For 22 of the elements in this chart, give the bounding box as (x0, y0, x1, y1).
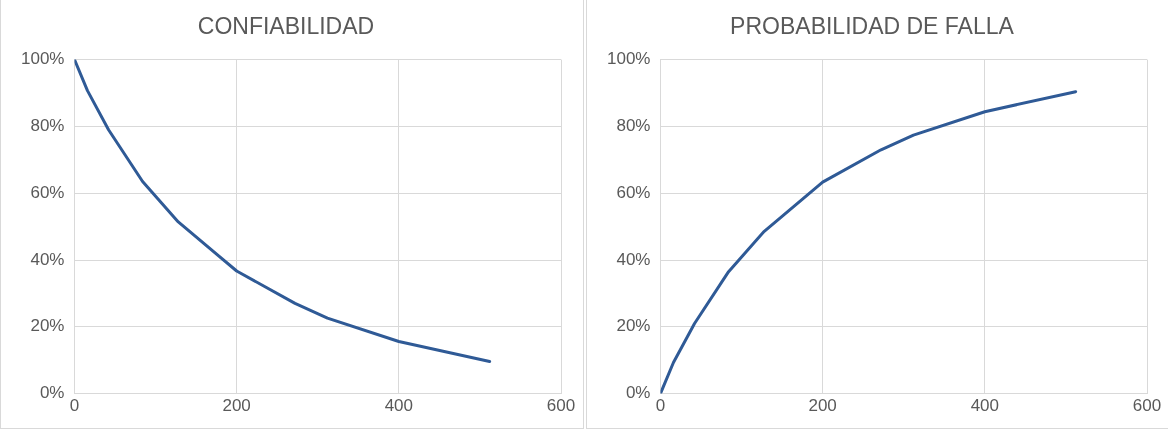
y-tick-label: 20% (616, 316, 651, 336)
x-tick-label: 600 (546, 396, 576, 416)
chart-title: PROBABILIDAD DE FALLA (730, 13, 1015, 40)
x-tick-label: 400 (384, 396, 414, 416)
y-tick-label: 0% (625, 383, 651, 403)
y-tick-label: 40% (616, 249, 651, 269)
y-tick-label: 20% (30, 316, 65, 336)
x-tick-label: 600 (1132, 396, 1162, 416)
y-tick-label: 100% (21, 49, 65, 69)
x-tick-label: 0 (69, 396, 80, 416)
x-tick-label: 200 (808, 396, 837, 416)
y-tick-label: 60% (30, 182, 65, 202)
y-tick-label: 60% (616, 182, 651, 202)
x-tick-label: 400 (970, 396, 1000, 416)
y-tick-label: 100% (607, 49, 651, 69)
y-tick-label: 0% (39, 383, 65, 403)
y-tick-label: 40% (30, 249, 65, 269)
x-tick-label: 0 (655, 396, 666, 416)
y-tick-label: 80% (30, 116, 65, 136)
x-tick-label: 200 (222, 396, 251, 416)
chart-title: CONFIABILIDAD (197, 13, 375, 40)
y-tick-label: 80% (616, 116, 651, 136)
